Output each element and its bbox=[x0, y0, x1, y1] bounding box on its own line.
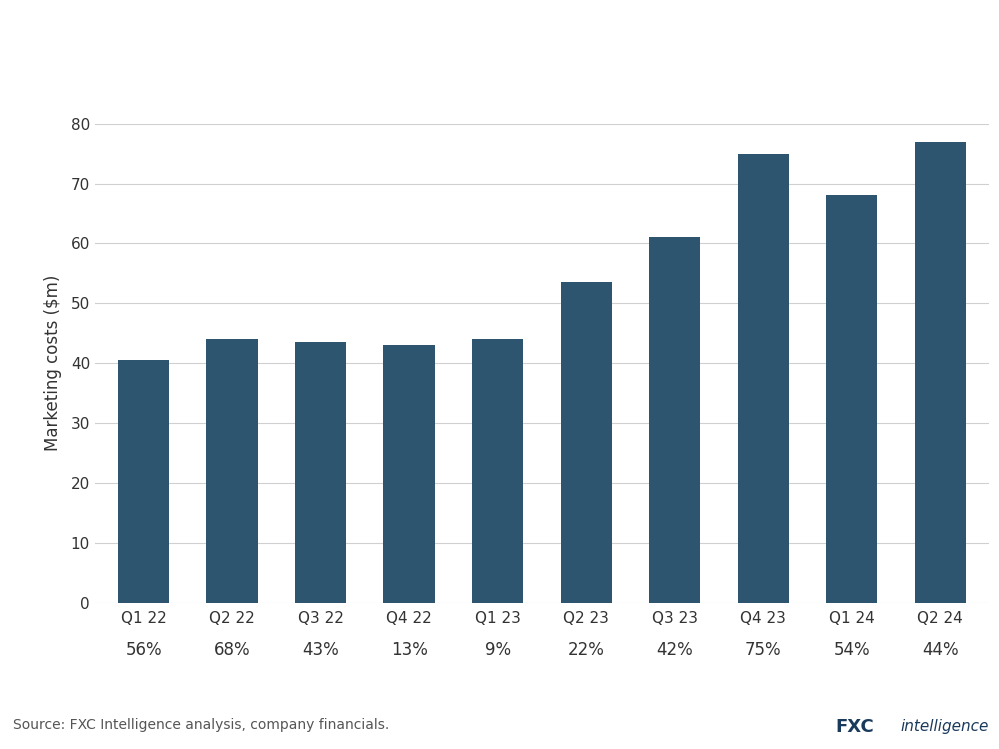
Text: Remitly quarterly marketing costs, Q1 2022-Q2 2024: Remitly quarterly marketing costs, Q1 20… bbox=[13, 80, 477, 98]
Bar bbox=[295, 342, 347, 603]
Bar bbox=[826, 195, 877, 603]
Text: 42%: 42% bbox=[656, 640, 693, 659]
Text: intelligence: intelligence bbox=[901, 719, 989, 734]
Text: 44%: 44% bbox=[922, 640, 959, 659]
Bar bbox=[384, 345, 435, 603]
Text: 9%: 9% bbox=[485, 640, 510, 659]
Text: 68%: 68% bbox=[214, 640, 251, 659]
Text: 56%: 56% bbox=[125, 640, 162, 659]
Text: Remitly increases marketing spend with localised campaign focus: Remitly increases marketing spend with l… bbox=[13, 26, 995, 52]
Text: 54%: 54% bbox=[833, 640, 870, 659]
Text: Source: FXC Intelligence analysis, company financials.: Source: FXC Intelligence analysis, compa… bbox=[13, 718, 390, 732]
Text: 43%: 43% bbox=[303, 640, 339, 659]
Text: 75%: 75% bbox=[745, 640, 781, 659]
Bar bbox=[207, 339, 258, 603]
Bar bbox=[560, 282, 612, 603]
Bar bbox=[472, 339, 523, 603]
Text: 22%: 22% bbox=[567, 640, 604, 659]
Bar bbox=[649, 237, 700, 603]
Bar bbox=[118, 360, 169, 603]
Bar bbox=[915, 142, 966, 603]
Text: FXC: FXC bbox=[835, 718, 874, 736]
Bar bbox=[737, 154, 789, 603]
Text: 13%: 13% bbox=[391, 640, 428, 659]
Y-axis label: Marketing costs ($m): Marketing costs ($m) bbox=[44, 275, 62, 452]
